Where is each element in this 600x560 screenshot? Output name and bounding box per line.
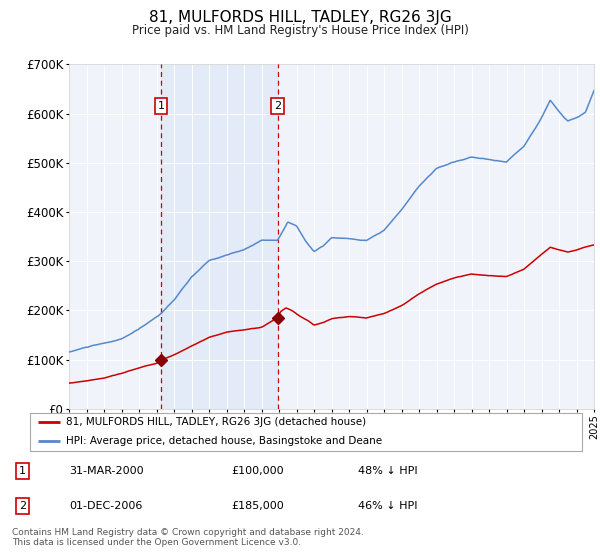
Text: HPI: Average price, detached house, Basingstoke and Deane: HPI: Average price, detached house, Basi… — [66, 436, 382, 446]
Text: 46% ↓ HPI: 46% ↓ HPI — [358, 501, 417, 511]
Text: 81, MULFORDS HILL, TADLEY, RG26 3JG: 81, MULFORDS HILL, TADLEY, RG26 3JG — [149, 10, 451, 25]
Bar — [161, 64, 278, 409]
Text: Contains HM Land Registry data © Crown copyright and database right 2024.
This d: Contains HM Land Registry data © Crown c… — [12, 528, 364, 547]
Text: 48% ↓ HPI: 48% ↓ HPI — [358, 466, 417, 476]
Text: £185,000: £185,000 — [231, 501, 284, 511]
Text: Price paid vs. HM Land Registry's House Price Index (HPI): Price paid vs. HM Land Registry's House … — [131, 24, 469, 36]
Text: 1: 1 — [157, 101, 164, 111]
Text: 1: 1 — [19, 466, 26, 476]
Text: 81, MULFORDS HILL, TADLEY, RG26 3JG (detached house): 81, MULFORDS HILL, TADLEY, RG26 3JG (det… — [66, 417, 366, 427]
Text: 31-MAR-2000: 31-MAR-2000 — [70, 466, 144, 476]
Text: 2: 2 — [274, 101, 281, 111]
Text: £100,000: £100,000 — [231, 466, 284, 476]
Text: 01-DEC-2006: 01-DEC-2006 — [70, 501, 143, 511]
Text: 2: 2 — [19, 501, 26, 511]
